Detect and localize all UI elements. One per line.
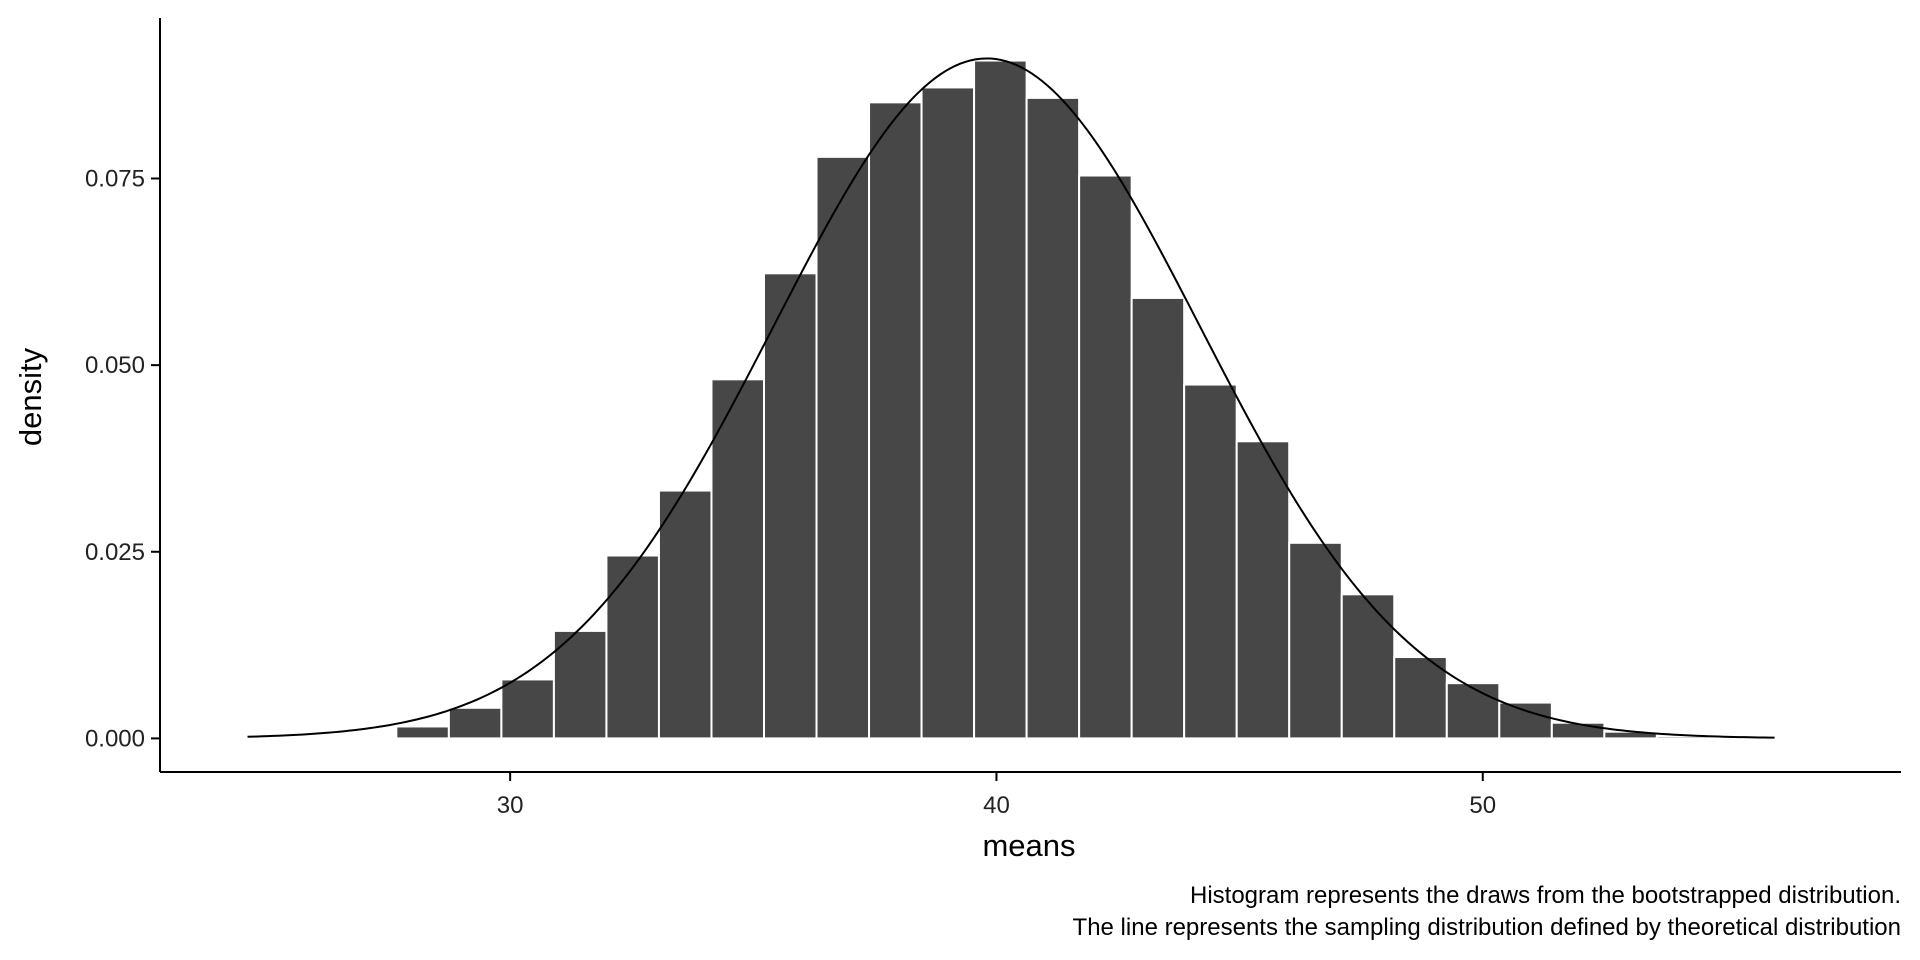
histogram-bar [920,86,976,740]
theoretical-distribution-curve [247,57,1775,739]
histogram-bar [1340,593,1396,740]
y-tick-label: 0.025 [85,539,145,566]
histogram-bar [605,554,660,740]
x-axis-title: means [982,828,1075,863]
histogram-bar [657,489,713,740]
y-tick-label: 0.000 [85,725,145,752]
histogram-bar [1445,682,1501,740]
histogram-bar [1498,701,1553,740]
x-tick-label: 40 [983,792,1010,819]
x-axis-ticks: 30 40 50 [497,772,1496,819]
histogram-bar [500,678,555,740]
histogram-bar [1655,735,1711,740]
histogram-bar [552,629,608,740]
histogram-bar [1130,296,1186,740]
histogram-bar [1025,96,1081,740]
histogram-bar [763,272,818,740]
histogram-bar [868,101,923,740]
x-tick-label: 30 [497,792,524,819]
histogram-bar [1393,656,1448,740]
y-axis-title: density [13,347,48,446]
caption-line-2: The line represents the sampling distrib… [1073,914,1901,941]
histogram-bar [1183,383,1238,740]
histogram-bar [1550,721,1606,740]
histogram-bar [815,155,871,740]
y-tick-label: 0.050 [85,352,145,379]
histogram-bar [1235,440,1291,740]
x-tick-label: 50 [1469,792,1496,819]
histogram-bar [395,725,450,740]
y-axis-ticks: 0.000 0.025 0.050 0.075 [85,166,160,752]
histogram-bar [447,706,503,740]
histogram-bar [973,59,1028,740]
histogram-bar [710,378,766,740]
caption-line-1: Histogram represents the draws from the … [1190,882,1901,909]
histogram-bars [395,59,1711,740]
histogram-bar [1288,541,1343,740]
histogram-bar [1078,174,1133,740]
y-tick-label: 0.075 [85,166,145,193]
